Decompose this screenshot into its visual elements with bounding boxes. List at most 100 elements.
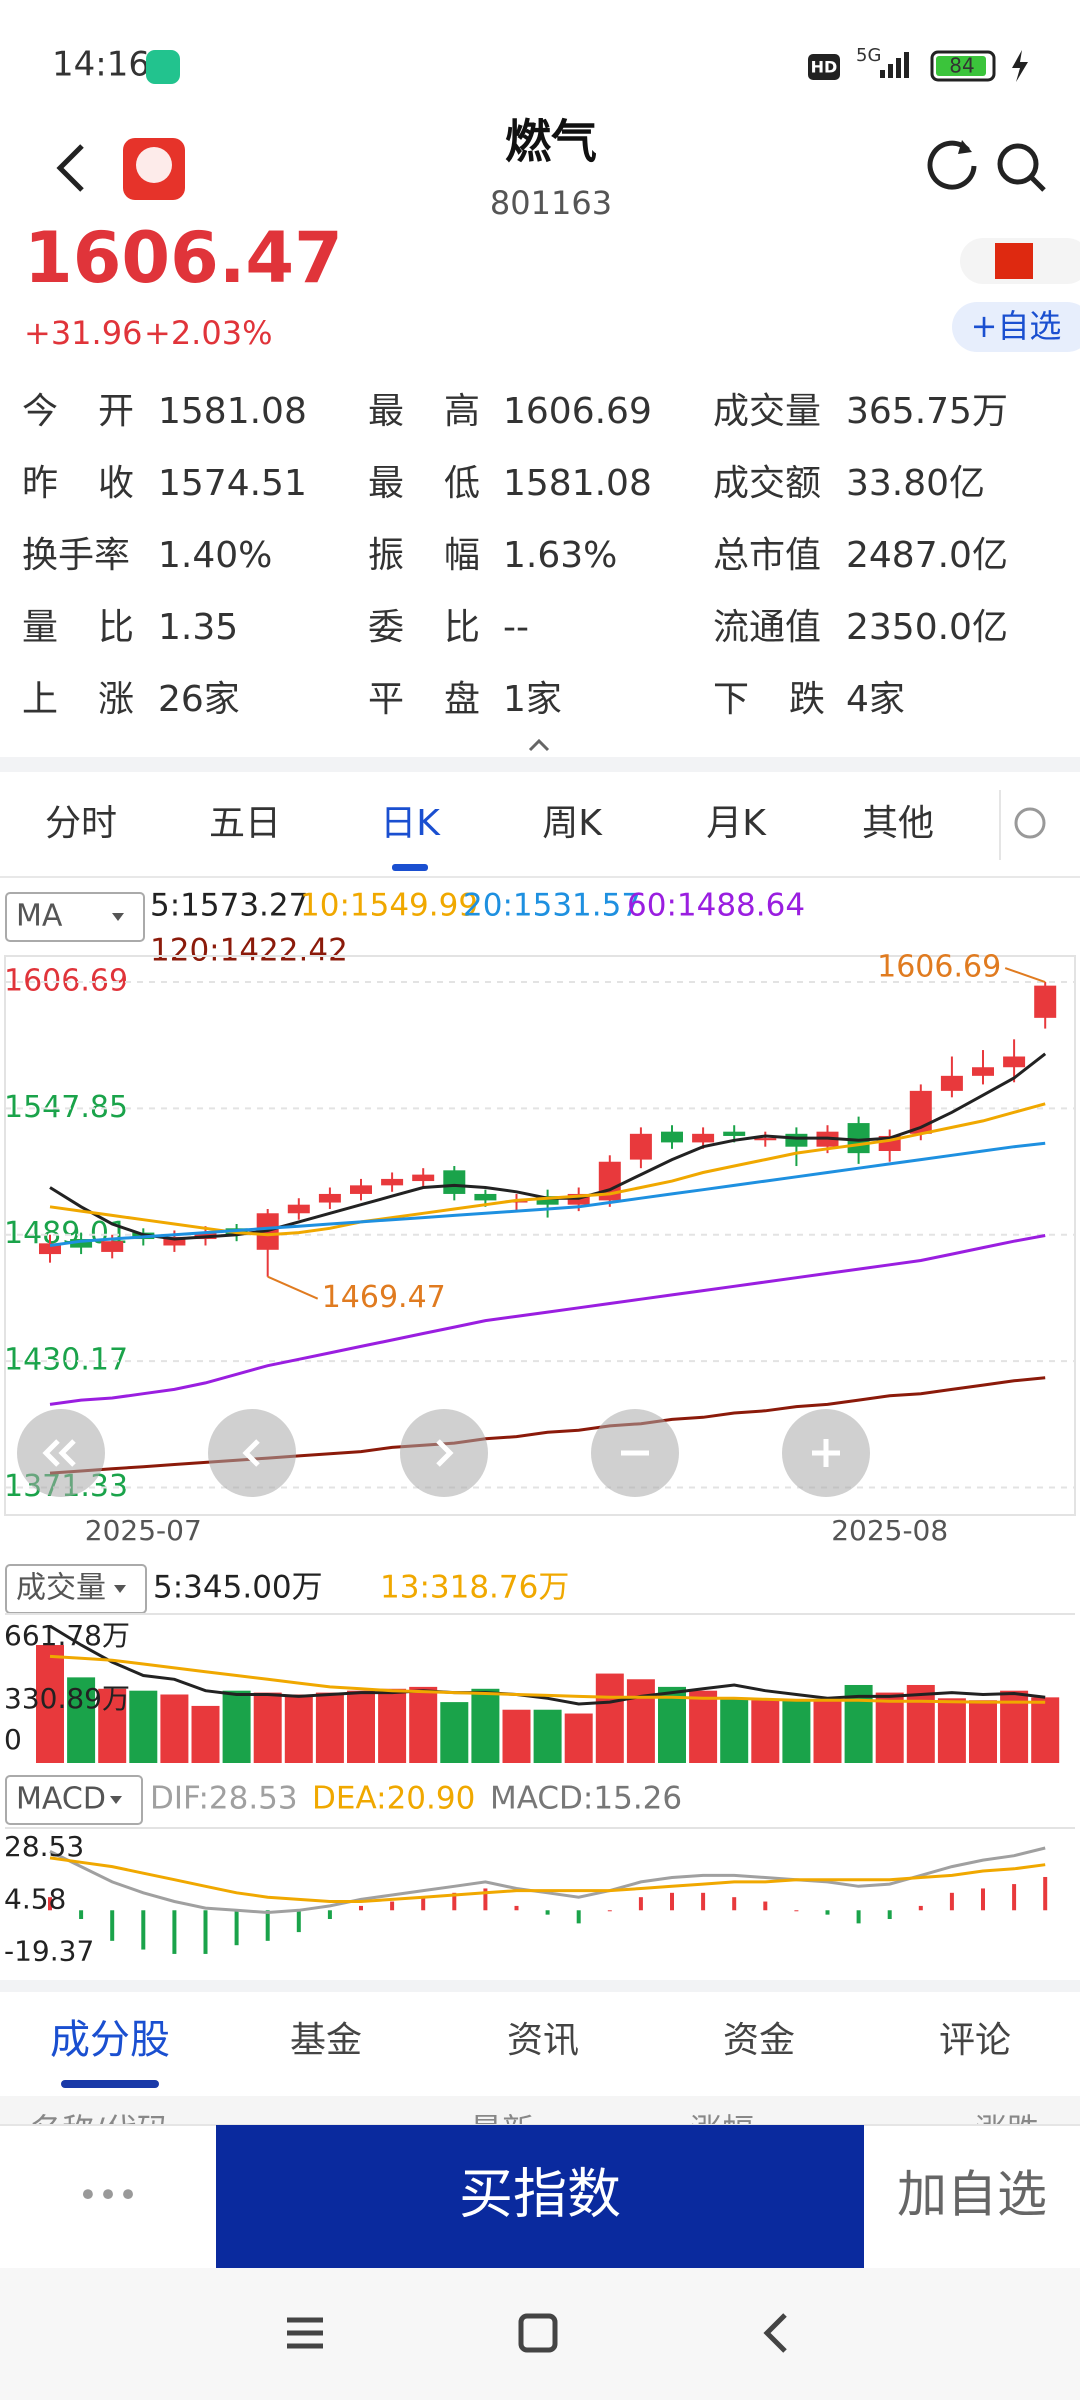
candle-body	[785, 1133, 808, 1147]
indicator-line	[49, 1654, 1046, 1704]
macd-bar	[701, 1892, 706, 1911]
period-tab[interactable]: 分时	[45, 803, 117, 844]
indicator-line	[49, 1234, 1046, 1406]
macd-bar	[514, 1905, 519, 1911]
candle-body	[661, 1131, 683, 1143]
glyph-prev	[242, 1439, 260, 1467]
buy-button-label[interactable]: 买指数	[459, 2163, 621, 2226]
macd-bar	[856, 1910, 861, 1924]
more-button[interactable]: •••	[78, 2176, 138, 2216]
macd-bar	[794, 1910, 799, 1912]
legend-entry: MACD:15.26	[490, 1781, 682, 1817]
search-button[interactable]	[997, 143, 1039, 185]
y-tick-label: -19.37	[4, 1935, 94, 1968]
candle-body	[847, 1123, 870, 1154]
stat-value: 26家	[158, 679, 240, 720]
index-code: 801163	[490, 184, 612, 222]
separator	[0, 1980, 1080, 1992]
x-tick-label: 2025-08	[831, 1514, 948, 1547]
stat-value: --	[503, 607, 529, 648]
refresh-arrow	[958, 140, 972, 154]
stat-value: 1574.51	[158, 463, 307, 504]
charts: MA 5:1573.2710:1549.9920:1531.5760:1488.6…	[4, 888, 1076, 1968]
macd-bar	[79, 1910, 84, 1920]
period-tab[interactable]: 月K	[706, 803, 767, 844]
volume-bar	[67, 1677, 96, 1763]
period-tab[interactable]: 其他	[862, 803, 934, 844]
bottom-tab[interactable]: 评论	[939, 2020, 1011, 2061]
macd-bar	[825, 1910, 830, 1915]
bottom-tab[interactable]: 成分股	[50, 2017, 170, 2063]
back-button[interactable]	[56, 144, 84, 192]
indicator-selector[interactable]	[5, 892, 145, 942]
collapse-caret[interactable]	[528, 738, 550, 752]
indicator-selector-label[interactable]: MA	[16, 899, 63, 934]
macd-bar	[390, 1901, 395, 1911]
buy-button[interactable]	[216, 2125, 864, 2268]
volume-bar	[471, 1688, 500, 1763]
volume-bar	[222, 1690, 251, 1763]
high-annotation: 1606.69	[877, 950, 1001, 985]
stat-label: 总市值	[713, 535, 821, 576]
candle-body	[287, 1204, 310, 1214]
macd-bar	[483, 1888, 488, 1911]
nav-next[interactable]	[400, 1409, 488, 1497]
bottom-tab[interactable]: 基金	[290, 2020, 362, 2061]
indicator-selector-label[interactable]: 成交量	[16, 1571, 106, 1606]
indicator-line	[49, 1624, 1046, 1706]
watch-button[interactable]	[952, 302, 1080, 352]
macd-bar	[359, 1905, 363, 1911]
legend-entry: 13:318.76万	[380, 1570, 569, 1606]
period-tab[interactable]: 五日	[209, 803, 281, 844]
nav-back[interactable]	[763, 2313, 787, 2353]
nav-home[interactable]	[518, 2313, 558, 2353]
volume-bar	[191, 1705, 220, 1763]
indicator-selector-label[interactable]: MACD	[16, 1782, 106, 1817]
macd-bar	[918, 1905, 923, 1911]
volume-bar	[937, 1698, 966, 1763]
y-tick-label: 4.58	[4, 1882, 66, 1915]
bottom-tab[interactable]: 资讯	[507, 2020, 579, 2061]
volume-bar	[347, 1690, 375, 1763]
settings-button[interactable]	[1014, 807, 1046, 839]
refresh-button[interactable]	[927, 140, 977, 190]
candle-body	[1034, 985, 1057, 1018]
search-handle	[1029, 175, 1046, 192]
status-icon	[146, 50, 180, 84]
period-tab[interactable]: 日K	[380, 803, 441, 844]
stat-label: 成交额	[713, 463, 821, 504]
indicator-selector[interactable]	[5, 1775, 143, 1825]
price-change: +31.96	[24, 314, 142, 352]
macd-bar	[327, 1910, 332, 1920]
candle-body	[692, 1133, 715, 1143]
stat-value: 1581.08	[503, 463, 652, 504]
bottom-tabs: 成分股 基金 资讯 资金 评论	[50, 2017, 1011, 2088]
glyph-next	[436, 1439, 454, 1467]
macd-bar	[607, 1910, 612, 1912]
candle-body	[318, 1193, 341, 1203]
volume-bar	[1031, 1697, 1060, 1763]
battery-level	[936, 56, 986, 76]
bottom-tab[interactable]: 资金	[723, 2020, 795, 2061]
nav-prev[interactable]	[208, 1409, 296, 1497]
app-icon-glyph	[136, 147, 172, 183]
period-tabs: 分时 五日 日K 周K 月K 其他	[45, 803, 934, 871]
high-pointer	[1004, 967, 1046, 983]
add-watch-button[interactable]: 加自选	[897, 2166, 1047, 2224]
watch-button-label[interactable]: +自选	[971, 307, 1062, 345]
legend-entry: 5:345.00万	[153, 1570, 323, 1606]
volume-bar	[378, 1688, 407, 1763]
stat-value: 2350.0亿	[846, 607, 1008, 648]
candle-body	[972, 1067, 994, 1076]
volume-bar	[284, 1694, 313, 1763]
period-tab[interactable]: 周K	[542, 803, 603, 844]
volume-bar	[658, 1686, 686, 1763]
candle-body	[412, 1174, 435, 1182]
legend-entry: DEA:20.90	[312, 1781, 475, 1817]
glyph-plus	[812, 1439, 840, 1467]
candle-body	[940, 1075, 963, 1091]
nav-menu[interactable]	[287, 2317, 323, 2349]
macd-bar	[234, 1910, 239, 1946]
